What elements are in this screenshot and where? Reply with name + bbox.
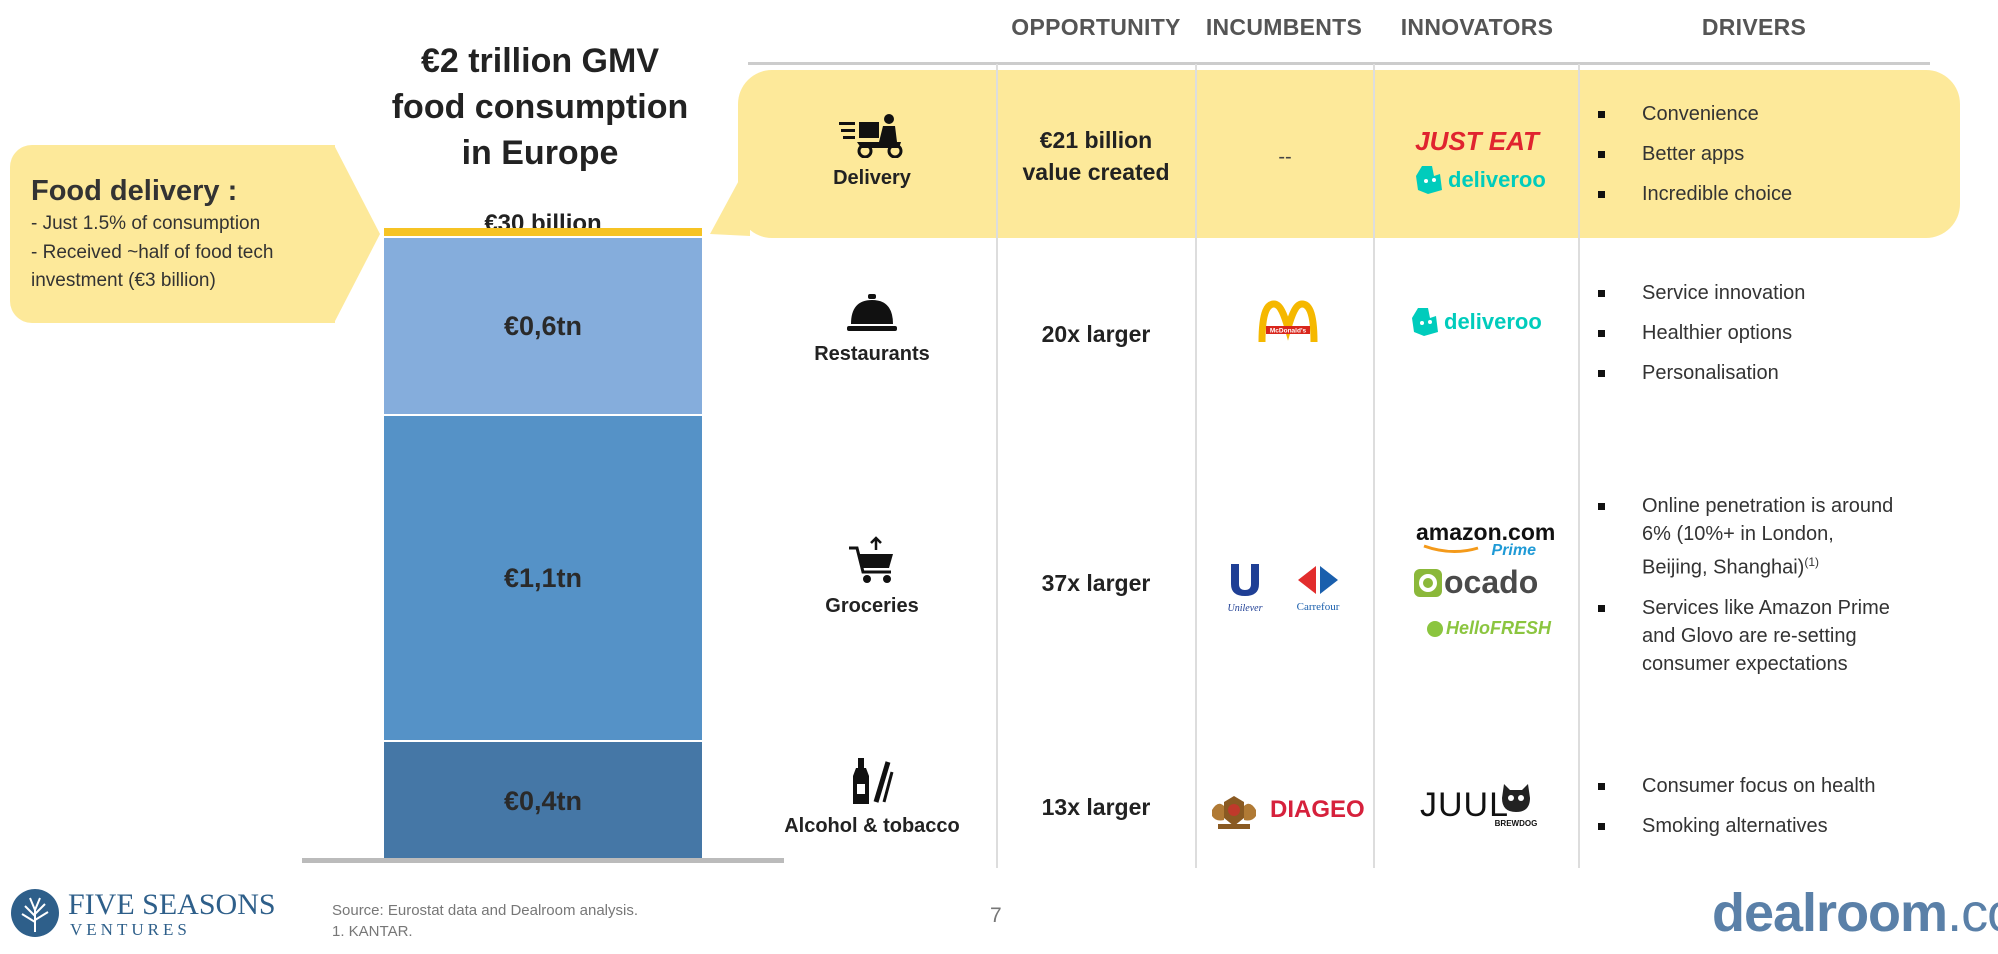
drivers-restaurants: Service innovation Healthier options Per… xyxy=(1598,279,1968,399)
driver-item: Service innovation xyxy=(1598,279,1968,307)
header-opportunity: OPPORTUNITY xyxy=(1011,14,1181,40)
deliveroo-logo: deliveroo xyxy=(1414,164,1546,196)
column-divider xyxy=(1373,64,1375,868)
philip-morris-crest-logo xyxy=(1208,792,1260,837)
callout-line: - Just 1.5% of consumption xyxy=(31,213,261,234)
category-label: Restaurants xyxy=(814,343,930,365)
driver-item: Convenience xyxy=(1598,100,1968,128)
mcdonalds-logo: McDonald's xyxy=(1254,300,1322,349)
callout-title: Food delivery : xyxy=(31,175,238,207)
delivery-highlight-band xyxy=(738,70,1960,238)
stack-segment-groceries: €1,1tn xyxy=(384,416,702,740)
hellofresh-logo: HelloFRESH xyxy=(1426,618,1551,639)
stack-delivery-segment xyxy=(384,228,702,236)
column-divider xyxy=(996,64,998,868)
opportunity-delivery: €21 billion value created xyxy=(1022,127,1170,185)
stack-segment-restaurants: €0,6tn xyxy=(384,238,702,414)
service-bell-icon xyxy=(847,294,897,331)
brewdog-logo: BREWDOG xyxy=(1494,780,1538,828)
callout-line: investment (€3 billion) xyxy=(31,270,216,291)
footer-source: Source: Eurostat data and Dealroom analy… xyxy=(332,902,638,940)
drivers-delivery: Convenience Better apps Incredible choic… xyxy=(1598,100,1968,220)
callout-line: - Received ~half of food tech xyxy=(31,242,274,263)
stack-segment-alcohol: €0,4tn xyxy=(384,742,702,860)
header-incumbents: INCUMBENTS xyxy=(1205,14,1363,40)
bottle-cigarette-icon xyxy=(853,758,894,804)
deliveroo-logo: deliveroo xyxy=(1410,306,1542,338)
category-label: Alcohol & tobacco xyxy=(784,815,960,837)
category-groceries: Groceries xyxy=(772,536,972,618)
header-divider xyxy=(748,62,1930,65)
driver-item: Consumer focus on health xyxy=(1598,772,1968,800)
category-label: Delivery xyxy=(833,167,911,189)
driver-item: Healthier options xyxy=(1598,319,1968,347)
incumbents-delivery-empty: -- xyxy=(1278,146,1292,168)
driver-item: Online penetration is around 6% (10%+ in… xyxy=(1598,492,1898,582)
driver-item: Better apps xyxy=(1598,140,1968,168)
opportunity-alcohol: 13x larger xyxy=(1041,794,1151,820)
ocado-logo: ocado xyxy=(1414,564,1538,601)
column-divider xyxy=(1195,64,1197,868)
svg-text:McDonald's: McDonald's xyxy=(1270,328,1307,335)
header-innovators: INNOVATORS xyxy=(1400,14,1554,40)
diageo-logo: DIAGEO xyxy=(1270,796,1365,823)
stack-title: €2 trillion GMV food consumption in Euro… xyxy=(391,42,689,172)
dealroom-logo: dealroom.co xyxy=(1712,883,1998,943)
tree-icon xyxy=(11,889,59,937)
unilever-logo: Unilever xyxy=(1222,562,1268,614)
category-delivery: Delivery xyxy=(772,112,972,190)
opportunity-restaurants: 20x larger xyxy=(1041,321,1151,347)
just-eat-logo: JUST EAT xyxy=(1415,126,1539,156)
column-divider xyxy=(1578,64,1580,868)
juul-logo: JUUL xyxy=(1420,786,1510,824)
header-drivers: DRIVERS xyxy=(1701,14,1807,40)
amazon-prime-logo: amazon.com Prime xyxy=(1416,519,1556,559)
stack-baseline xyxy=(302,858,784,863)
shopping-cart-icon xyxy=(849,536,893,583)
delivery-scooter-icon xyxy=(839,114,903,159)
category-restaurants: Restaurants xyxy=(772,292,972,366)
category-alcohol-tobacco: Alcohol & tobacco xyxy=(772,756,972,838)
carrefour-logo: Carrefour xyxy=(1286,564,1350,613)
page-number: 7 xyxy=(990,904,1002,927)
driver-item: Smoking alternatives xyxy=(1598,812,1968,840)
driver-item: Personalisation xyxy=(1598,359,1968,387)
category-label: Groceries xyxy=(825,595,919,617)
drivers-alcohol: Consumer focus on health Smoking alterna… xyxy=(1598,772,1968,852)
driver-item: Services like Amazon Prime and Glovo are… xyxy=(1598,594,1898,678)
drivers-groceries: Online penetration is around 6% (10%+ in… xyxy=(1598,492,1898,690)
driver-item: Incredible choice xyxy=(1598,180,1968,208)
opportunity-groceries: 37x larger xyxy=(1041,570,1151,596)
